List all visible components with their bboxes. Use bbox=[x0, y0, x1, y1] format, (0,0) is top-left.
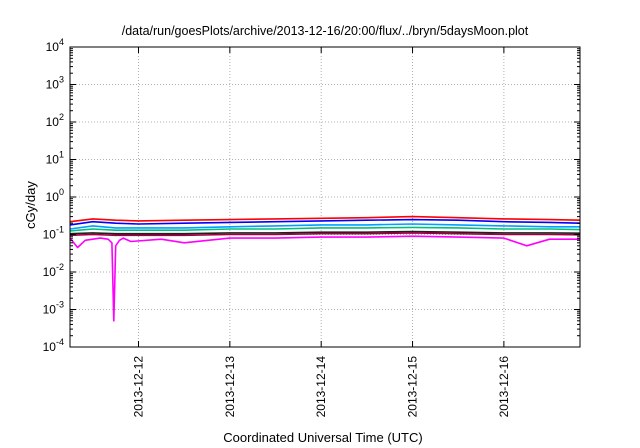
chart-title: /data/run/goesPlots/archive/2013-12-16/2… bbox=[122, 24, 529, 38]
y-tick-label: 10-2 bbox=[43, 262, 64, 279]
series-layer bbox=[69, 215, 581, 322]
x-tick-label: 2013-12-12 bbox=[132, 356, 146, 418]
tick-labels-layer: 10-4 10-3 10-2 10-1 100 101 102 103 104 2013-12-1… bbox=[43, 37, 511, 417]
y-tick-label: 101 bbox=[46, 150, 64, 167]
y-tick-label: 100 bbox=[46, 187, 64, 204]
series-line bbox=[69, 218, 581, 226]
x-tick-label: 2013-12-14 bbox=[314, 356, 328, 418]
ticks-layer bbox=[70, 46, 580, 348]
y-tick-label: 10-4 bbox=[43, 337, 64, 354]
series-line bbox=[69, 215, 581, 223]
series-line bbox=[69, 230, 581, 235]
x-axis-label: Coordinated Universal Time (UTC) bbox=[223, 430, 422, 445]
y-tick-label: 103 bbox=[46, 75, 64, 92]
y-tick-label: 10-1 bbox=[43, 225, 64, 242]
x-tick-label: 2013-12-13 bbox=[223, 356, 237, 418]
x-tick-label: 2013-12-15 bbox=[406, 356, 420, 418]
y-tick-label: 102 bbox=[46, 112, 64, 129]
grid bbox=[70, 47, 580, 347]
series-line bbox=[69, 223, 580, 230]
series-line bbox=[69, 232, 581, 237]
y-axis-label: cGy/day bbox=[23, 181, 38, 229]
series-line bbox=[69, 235, 580, 322]
x-tick-label: 2013-12-16 bbox=[497, 356, 511, 418]
series-line bbox=[69, 226, 581, 232]
y-tick-label: 10-3 bbox=[43, 300, 64, 317]
y-tick-label: 104 bbox=[46, 37, 64, 54]
